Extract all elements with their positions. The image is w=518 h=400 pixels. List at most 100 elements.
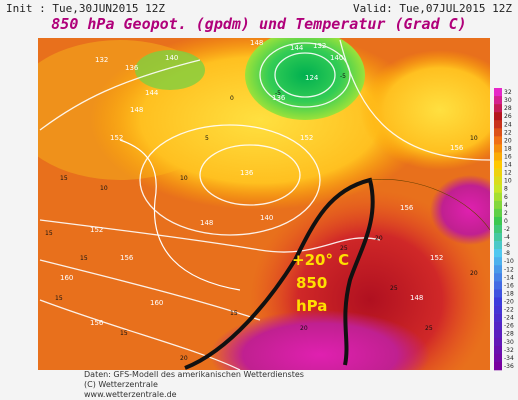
colorbar-swatch [494,112,502,121]
height-label: 152 [110,134,123,142]
footer-line: (C) Wetterzentrale [84,380,158,389]
colorbar-label: 2 [504,210,508,217]
temp-label: 5 [205,135,209,142]
height-label: 136 [240,169,254,177]
colorbar-label: 8 [504,186,508,193]
colorbar-label: 18 [504,145,512,152]
valid-time: Valid: Tue,07JUL2015 12Z [353,2,512,15]
footer-line: Daten: GFS-Modell des amerikanischen Wet… [84,370,304,379]
colorbar-swatch [494,305,502,314]
annotation: hPa [296,297,327,315]
height-label: 152 [300,134,313,142]
height-label: 140 [165,54,178,62]
colorbar-swatch [494,224,502,234]
colorbar-label: -26 [504,323,514,330]
temp-label: 25 [425,325,433,332]
colorbar-swatch [494,216,502,226]
temp-label: 20 [470,270,478,277]
colorbar-swatch [494,152,502,161]
colorbar-swatch [494,337,502,347]
temp-label: 25 [390,285,398,292]
colorbar-swatch [494,265,502,274]
colorbar-label: -32 [504,347,514,354]
colorbar-label: -16 [504,282,514,289]
colorbar-label: 16 [504,153,512,160]
temp-label: -5 [340,73,346,80]
height-label: 152 [430,254,443,262]
colorbar-swatch [494,297,502,306]
temp-label: 20 [375,235,383,242]
colorbar-label: -22 [504,307,514,314]
colorbar-label: 26 [504,113,512,120]
height-label: 124 [305,74,319,82]
colorbar-label: -4 [504,234,510,241]
colorbar-label: -28 [504,331,514,338]
height-label: 144 [145,89,159,97]
colorbar-swatch [494,361,502,371]
colorbar-label: 14 [504,162,512,169]
temp-label: 15 [60,175,68,182]
colorbar-swatch [494,120,502,129]
colorbar-swatch [494,273,502,282]
temp-label: 15 [230,310,238,317]
height-label: 148 [250,39,263,47]
colorbar-label: 6 [504,194,508,201]
colorbar-label: -6 [504,242,510,249]
height-label: 156 [120,254,134,262]
colorbar-swatch [494,184,502,194]
colorbar-label: -14 [504,274,514,281]
colorbar-label: -34 [504,355,514,362]
height-label: 160 [60,274,73,282]
colorbar-swatch [494,241,502,250]
temp-label: 25 [340,245,348,252]
colorbar-swatch [494,281,502,290]
height-label: 144 [290,44,304,52]
colorbar-swatch [494,345,502,355]
colorbar-swatch [494,96,502,105]
colorbar-label: 22 [504,129,512,136]
height-label: 148 [410,294,423,302]
temp-label: 15 [45,230,53,237]
colorbar-label: -2 [504,226,510,233]
colorbar-swatch [494,88,502,97]
colorbar-label: -36 [504,363,514,370]
colorbar-label: 20 [504,137,512,144]
colorbar-swatch [494,233,502,242]
colorbar-swatch [494,329,502,339]
colorbar-label: 12 [504,170,512,177]
colorbar-swatch [494,104,502,113]
colorbar-swatch [494,249,502,258]
colorbar-swatch [494,160,502,169]
colorbar-swatch [494,208,502,218]
temp-label: 10 [180,175,188,182]
height-label: 136 [125,64,139,72]
temp-label: 10 [100,185,108,192]
height-label: 136 [272,94,286,102]
temp-label: 10 [470,135,478,142]
temp-label: 20 [180,355,188,362]
colorbar-swatch [494,168,502,177]
colorbar-label: 32 [504,89,512,96]
colorbar-label: -12 [504,266,514,273]
height-label: 148 [130,106,143,114]
temp-label: 20 [300,325,308,332]
height-label: 152 [90,226,103,234]
colorbar-swatch [494,128,502,137]
height-label: 156 [90,319,104,327]
colorbar-label: -10 [504,258,514,265]
temp-label: 0 [230,95,234,102]
colorbar-label: -8 [504,250,510,257]
temp-label: 15 [80,255,88,262]
colorbar-swatch [494,321,502,331]
colorbar-swatch [494,353,502,363]
colorbar-label: 30 [504,97,512,104]
colorbar-label: 28 [504,105,512,112]
colorbar-swatch [494,313,502,322]
colorbar-swatch [494,192,502,202]
height-label: 132 [313,42,326,50]
map-field [38,38,490,370]
colorbar-label: 4 [504,202,508,209]
colorbar-label: -30 [504,339,514,346]
